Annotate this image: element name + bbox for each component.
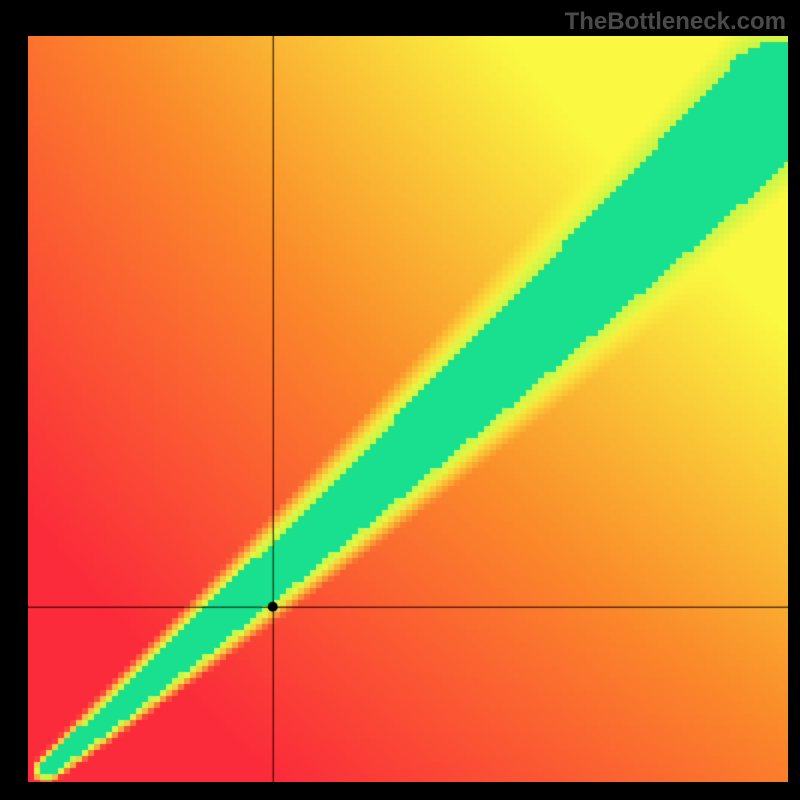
chart-container: { "meta": { "type": "heatmap", "source_w… (0, 0, 800, 800)
bottleneck-heatmap (28, 36, 788, 782)
watermark-text: TheBottleneck.com (565, 8, 786, 36)
